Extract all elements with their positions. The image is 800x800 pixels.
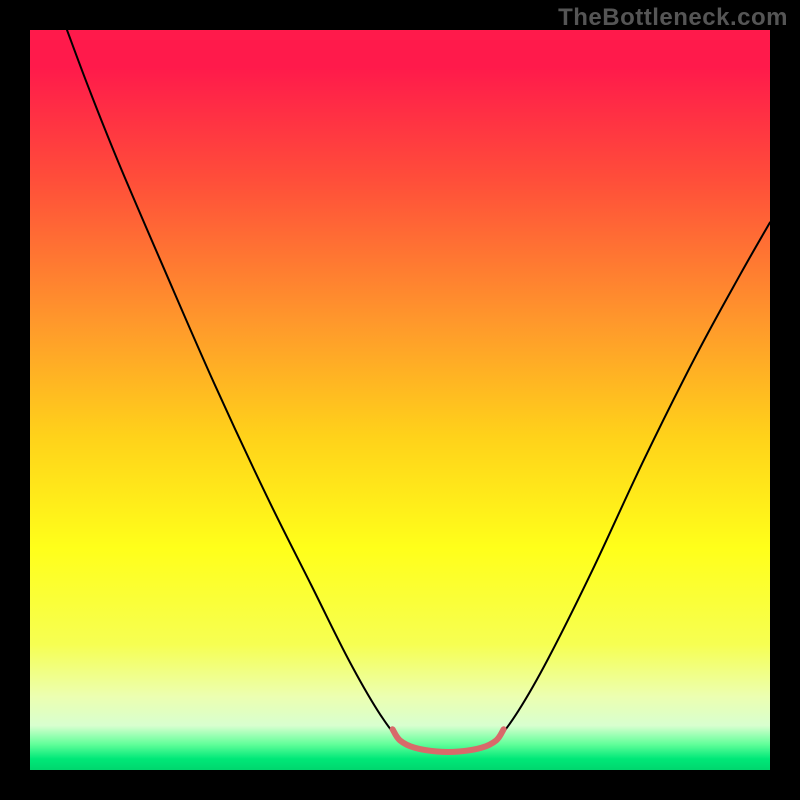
watermark-text: TheBottleneck.com	[558, 4, 788, 32]
gradient-background	[30, 30, 770, 770]
chart-svg	[30, 30, 770, 770]
chart-stage: TheBottleneck.com	[0, 0, 800, 800]
plot-area	[30, 30, 770, 770]
